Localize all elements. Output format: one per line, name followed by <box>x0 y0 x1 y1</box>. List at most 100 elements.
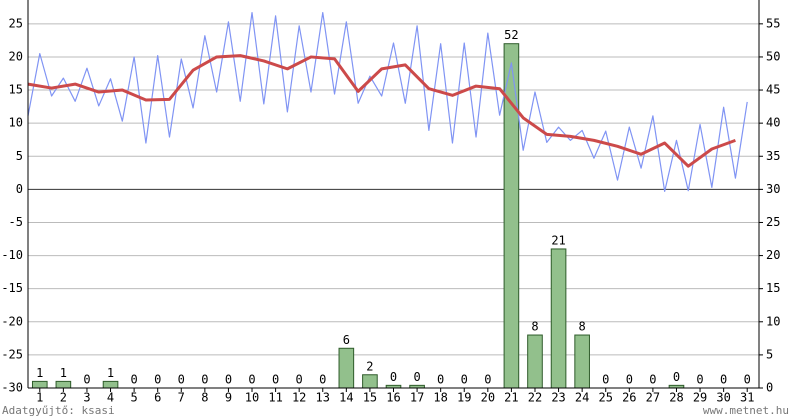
bar-label: 1 <box>107 366 114 380</box>
x-tick-label: 14 <box>339 391 353 405</box>
bar <box>527 334 543 389</box>
bar-label: 6 <box>343 333 350 347</box>
bar-label: 0 <box>83 373 90 387</box>
x-tick-label: 23 <box>551 391 565 405</box>
y-tick-label: 20 <box>9 49 23 63</box>
y2-tick-label: 50 <box>766 49 780 63</box>
bar-label: 0 <box>696 373 703 387</box>
x-tick-label: 17 <box>410 391 424 405</box>
y-tick-label: 15 <box>9 83 23 97</box>
y-tick-label: 5 <box>16 149 23 163</box>
x-tick-label: 16 <box>386 391 400 405</box>
bar-label: 0 <box>201 373 208 387</box>
x-tick-label: 22 <box>528 391 542 405</box>
bar <box>55 380 72 389</box>
x-tick-label: 31 <box>740 391 754 405</box>
bar <box>102 380 119 389</box>
y-tick-label: -30 <box>1 381 23 395</box>
bar-label: 0 <box>248 373 255 387</box>
y-tick-label: -5 <box>9 215 23 229</box>
y-tick-label: 0 <box>16 182 23 196</box>
x-tick-label: 21 <box>504 391 518 405</box>
y2-tick-label: 20 <box>766 248 780 262</box>
x-tick-label: 11 <box>268 391 282 405</box>
x-tick-label: 24 <box>575 391 589 405</box>
bar-label: 1 <box>36 366 43 380</box>
y2-tick-label: 30 <box>766 182 780 196</box>
bar-label: 0 <box>272 373 279 387</box>
bar-label: 0 <box>484 373 491 387</box>
bar-label: 0 <box>437 373 444 387</box>
bar-label: 8 <box>531 320 538 334</box>
line <box>27 11 748 192</box>
y2-tick-label: 55 <box>766 16 780 30</box>
footer-left: Adatgyűjtő: ksasi <box>2 404 115 417</box>
x-tick-label: 28 <box>669 391 683 405</box>
x-tick-label: 5 <box>130 391 137 405</box>
x-tick-label: 18 <box>433 391 447 405</box>
bar <box>362 374 378 389</box>
bar-label: 21 <box>551 233 565 247</box>
bar-label: 0 <box>130 373 137 387</box>
y-tick-label: 10 <box>9 116 23 130</box>
bar-label: 0 <box>296 373 303 387</box>
y-tick-label: -25 <box>1 347 23 361</box>
x-tick-label: 8 <box>201 391 208 405</box>
bar-label: 8 <box>579 320 586 334</box>
y-tick-label: -10 <box>1 248 23 262</box>
bar-label: 0 <box>225 373 232 387</box>
y-tick-label: 25 <box>9 16 23 30</box>
y2-tick-label: 0 <box>766 381 773 395</box>
x-tick-label: 25 <box>598 391 612 405</box>
bar-label: 0 <box>673 370 680 384</box>
bar-label: 0 <box>602 373 609 387</box>
bar-label: 0 <box>413 370 420 384</box>
y2-tick-label: 15 <box>766 281 780 295</box>
x-tick-label: 7 <box>178 391 185 405</box>
bar <box>574 334 590 389</box>
y2-tick-label: 40 <box>766 116 780 130</box>
bar-label: 0 <box>178 373 185 387</box>
y2-tick-label: 45 <box>766 83 780 97</box>
bar-label: 0 <box>319 373 326 387</box>
x-tick-label: 4 <box>107 391 114 405</box>
bar-label: 0 <box>744 373 751 387</box>
y2-tick-label: 35 <box>766 149 780 163</box>
x-tick-label: 20 <box>481 391 495 405</box>
bar <box>338 347 355 389</box>
x-tick-label: 3 <box>83 391 90 405</box>
y2-tick-label: 10 <box>766 314 780 328</box>
bar-label: 0 <box>390 370 397 384</box>
x-tick-label: 29 <box>693 391 707 405</box>
x-tick-label: 12 <box>292 391 306 405</box>
x-tick-label: 27 <box>646 391 660 405</box>
bar-label: 0 <box>154 373 161 387</box>
y2-tick-label: 5 <box>766 347 773 361</box>
x-tick-label: 9 <box>225 391 232 405</box>
x-tick-label: 10 <box>245 391 259 405</box>
bar-label: 0 <box>626 373 633 387</box>
bar-label: 0 <box>720 373 727 387</box>
bar-label: 0 <box>461 373 468 387</box>
x-tick-label: 2 <box>60 391 67 405</box>
y2-tick-label: 25 <box>766 215 780 229</box>
bar-label: 52 <box>504 28 518 42</box>
x-tick-label: 15 <box>363 391 377 405</box>
x-tick-label: 19 <box>457 391 471 405</box>
x-tick-label: 30 <box>716 391 730 405</box>
line <box>27 54 736 168</box>
bar-label: 1 <box>60 366 67 380</box>
bar <box>31 380 48 389</box>
x-tick-label: 6 <box>154 391 161 405</box>
bar <box>550 248 567 389</box>
footer-right: www.metnet.hu <box>703 404 789 417</box>
x-tick-label: 26 <box>622 391 636 405</box>
x-tick-label: 1 <box>36 391 43 405</box>
y-tick-label: -20 <box>1 314 23 328</box>
bar-label: 0 <box>649 373 656 387</box>
x-tick-label: 13 <box>316 391 330 405</box>
bar-label: 2 <box>366 359 373 373</box>
y-tick-label: -15 <box>1 281 23 295</box>
